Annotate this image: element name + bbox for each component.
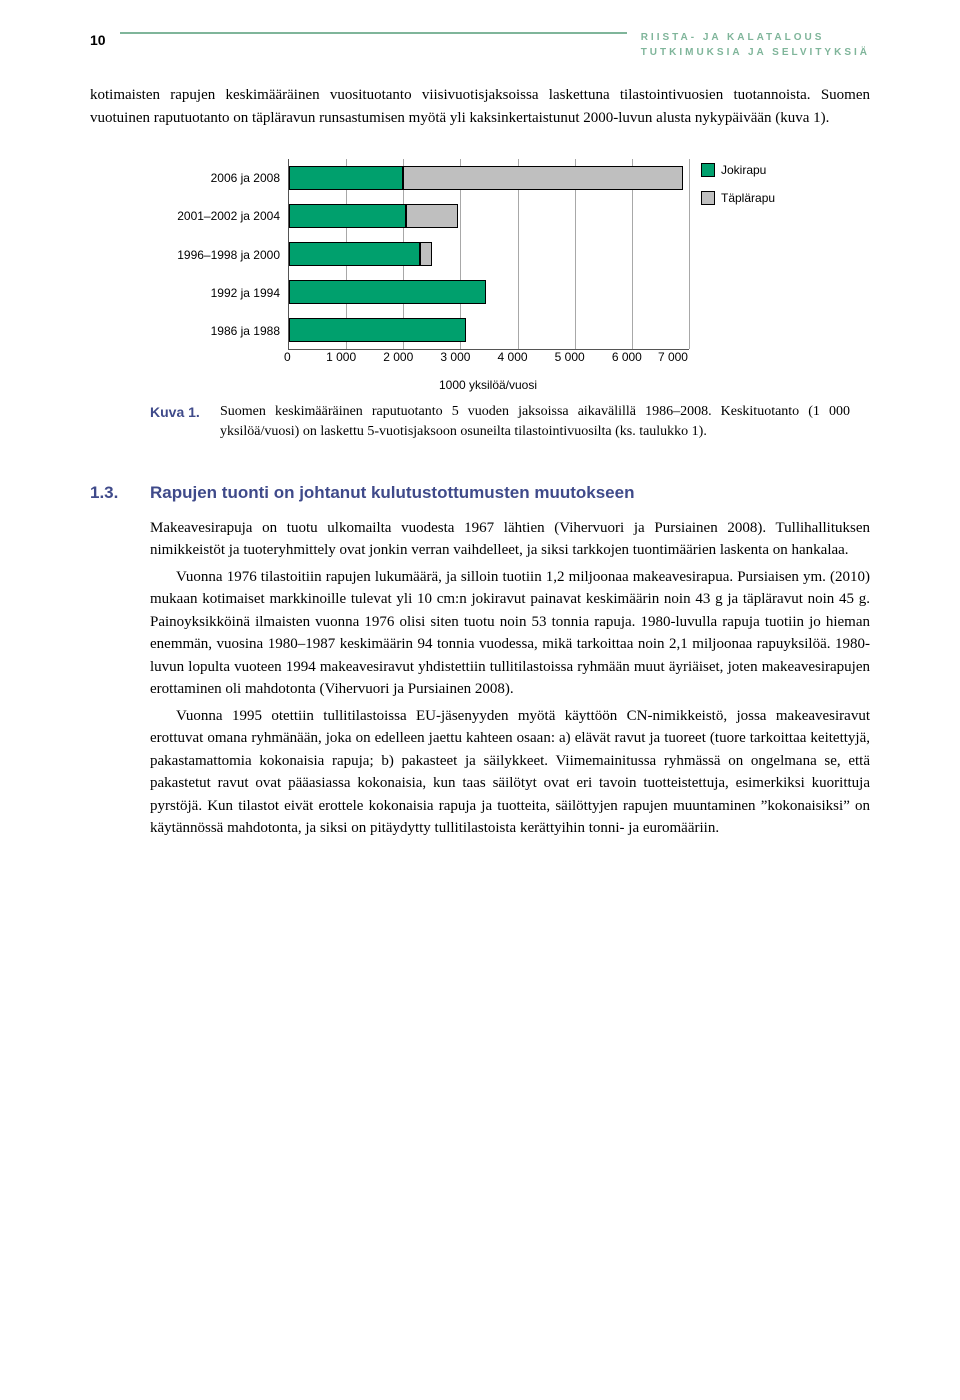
chart-plot-area xyxy=(288,159,689,350)
legend-label: Jokirapu xyxy=(721,163,766,177)
chart-x-tick-label: 5 000 xyxy=(541,350,598,364)
chart-gridline xyxy=(689,159,690,349)
header-line-1: RIISTA- JA KALATALOUS xyxy=(641,30,870,45)
chart-x-labels: 01 0002 0003 0004 0005 0006 0007 000 xyxy=(288,350,688,364)
header-rule xyxy=(120,32,627,34)
figure-1-chart: 2006 ja 20082001–2002 ja 20041996–1998 j… xyxy=(150,159,830,392)
caption-text: Suomen keskimääräinen raputuotanto 5 vuo… xyxy=(220,402,850,443)
chart-bar-segment xyxy=(289,242,420,266)
chart-legend: Jokirapu Täplärapu xyxy=(701,163,775,350)
chart-x-tick-label: 4 000 xyxy=(484,350,541,364)
chart-y-label: 1992 ja 1994 xyxy=(150,274,280,312)
section-para-2: Vuonna 1976 tilastoitiin rapujen lukumää… xyxy=(150,566,870,701)
header-subtitle: RIISTA- JA KALATALOUS TUTKIMUKSIA JA SEL… xyxy=(641,30,870,60)
chart-y-label: 1986 ja 1988 xyxy=(150,312,280,350)
chart-bar-segment xyxy=(420,242,431,266)
chart-x-axis-title: 1000 yksilöä/vuosi xyxy=(288,378,688,392)
chart-bar-segment xyxy=(403,166,683,190)
figure-1-caption: Kuva 1. Suomen keskimääräinen raputuotan… xyxy=(150,402,850,443)
chart-x-tick-label: 1 000 xyxy=(313,350,370,364)
chart-bar-segment xyxy=(289,204,406,228)
chart-x-tick-label: 7 000 xyxy=(655,350,688,364)
page-number: 10 xyxy=(90,32,106,48)
legend-label: Täplärapu xyxy=(721,191,775,205)
page-header: 10 RIISTA- JA KALATALOUS TUTKIMUKSIA JA … xyxy=(90,30,870,60)
header-line-2: TUTKIMUKSIA JA SELVITYKSIÄ xyxy=(641,45,870,60)
chart-x-tick-label: 2 000 xyxy=(370,350,427,364)
chart-bar-segment xyxy=(289,166,403,190)
caption-label: Kuva 1. xyxy=(150,402,220,443)
chart-y-label: 2006 ja 2008 xyxy=(150,159,280,197)
chart-x-tick-label: 0 xyxy=(284,350,313,364)
section-title: Rapujen tuonti on johtanut kulutustottum… xyxy=(150,483,634,503)
chart-bar-segment xyxy=(406,204,457,228)
section-para-1: Makeavesirapuja on tuotu ulkomailta vuod… xyxy=(150,517,870,562)
legend-swatch xyxy=(701,191,715,205)
chart-bar-segment xyxy=(289,280,486,304)
chart-bar-row xyxy=(289,204,458,228)
chart-bar-row xyxy=(289,166,683,190)
section-body: Makeavesirapuja on tuotu ulkomailta vuod… xyxy=(150,517,870,840)
chart-x-tick-label: 3 000 xyxy=(427,350,484,364)
chart-bar-row xyxy=(289,280,486,304)
section-para-3: Vuonna 1995 otettiin tullitilastoissa EU… xyxy=(150,705,870,840)
chart-bar-row xyxy=(289,242,432,266)
section-number: 1.3. xyxy=(90,483,150,503)
chart-bar-segment xyxy=(289,318,466,342)
chart-legend-item: Jokirapu xyxy=(701,163,775,177)
intro-paragraph: kotimaisten rapujen keskimääräinen vuosi… xyxy=(90,84,870,129)
chart-y-label: 1996–1998 ja 2000 xyxy=(150,236,280,274)
chart-y-label: 2001–2002 ja 2004 xyxy=(150,197,280,235)
chart-legend-item: Täplärapu xyxy=(701,191,775,205)
chart-bar-row xyxy=(289,318,466,342)
chart-y-labels: 2006 ja 20082001–2002 ja 20041996–1998 j… xyxy=(150,159,288,350)
chart-x-tick-label: 6 000 xyxy=(598,350,655,364)
legend-swatch xyxy=(701,163,715,177)
section-heading: 1.3. Rapujen tuonti on johtanut kulutust… xyxy=(90,483,870,503)
